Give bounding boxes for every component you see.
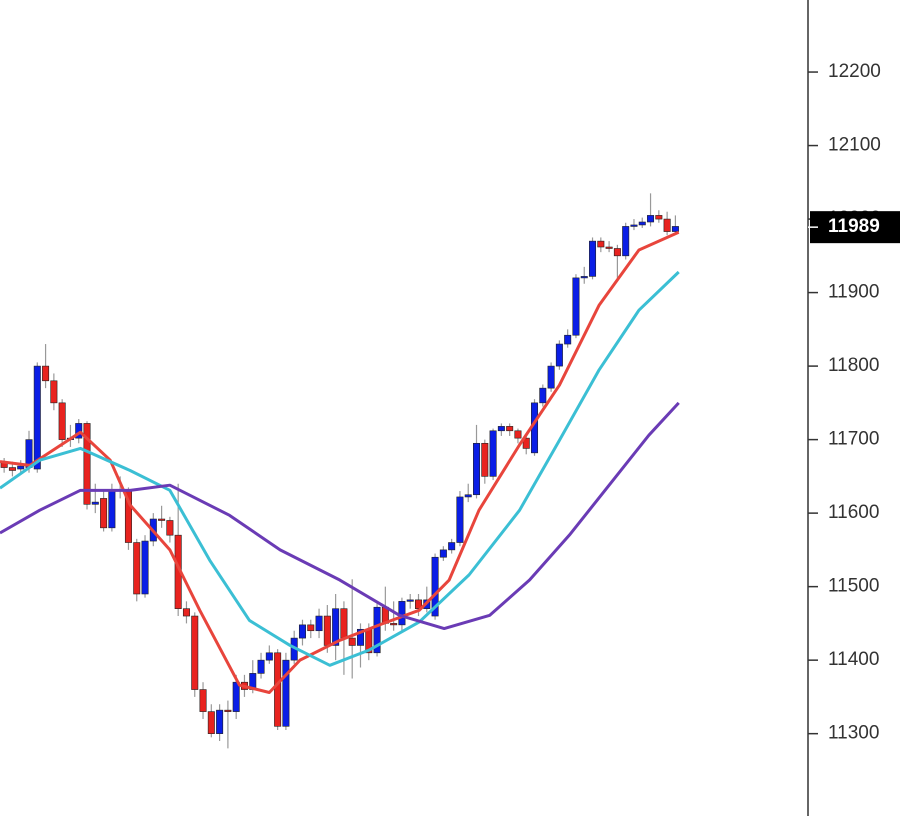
candle-body: [415, 599, 423, 609]
candle-body: [274, 652, 282, 727]
candle-body: [497, 426, 505, 432]
candle-body: [141, 540, 149, 595]
candle-body: [398, 601, 406, 626]
candle-body: [572, 277, 580, 336]
candle-body: [257, 659, 265, 674]
candle-body: [58, 402, 66, 440]
candle-body: [613, 248, 621, 257]
candle-body: [182, 608, 190, 617]
candle-body: [481, 442, 489, 477]
y-tick-label: 12100: [828, 135, 881, 156]
candle-body: [224, 709, 232, 712]
candle-body: [456, 496, 464, 543]
moving-average-line: [0, 401, 680, 631]
candle-body: [307, 624, 315, 632]
candle-body: [431, 556, 439, 617]
y-tick-label: 11400: [828, 649, 879, 670]
candle-body: [489, 430, 497, 477]
candle-body: [464, 494, 472, 498]
candle-body: [315, 615, 323, 632]
candle-body: [42, 365, 50, 382]
candle-body: [158, 518, 166, 521]
last-price-label: 11989: [828, 216, 880, 237]
candle-body: [390, 623, 398, 626]
candle-body: [671, 226, 679, 232]
candle-body: [506, 426, 514, 432]
candle-body: [406, 599, 414, 602]
candle-body: [522, 437, 530, 449]
candle-body: [50, 380, 58, 404]
candle-body: [473, 442, 481, 496]
candle-body: [647, 215, 655, 223]
candle-body: [323, 615, 331, 646]
candle-body: [282, 659, 290, 727]
candle-body: [580, 276, 588, 279]
candle-body: [439, 549, 447, 558]
candle-body: [100, 498, 108, 529]
candle-body: [133, 542, 141, 595]
candle-body: [514, 430, 522, 439]
candle-body: [340, 608, 348, 639]
candle-body: [348, 637, 356, 646]
candle-body: [622, 226, 630, 257]
candle-body: [638, 221, 646, 226]
moving-average-line: [0, 230, 680, 694]
moving-average-line: [0, 270, 680, 667]
candle-body: [589, 240, 597, 277]
candle-body: [91, 501, 99, 505]
candle-body: [207, 711, 215, 734]
candle-body: [298, 624, 306, 639]
candle-body: [199, 689, 207, 712]
candle-body: [547, 365, 555, 389]
last-price-box: [810, 211, 900, 244]
candle-body: [265, 652, 273, 661]
y-tick-label: 11300: [828, 723, 879, 744]
y-tick-label: 11600: [828, 502, 879, 523]
candle-body: [663, 218, 671, 232]
candle-body: [605, 246, 613, 249]
candle-body: [216, 709, 224, 734]
y-tick-label: 11800: [828, 355, 879, 376]
candle-body: [373, 606, 381, 654]
candle-body: [539, 387, 547, 404]
candle-body: [75, 423, 83, 439]
candle-body: [597, 240, 605, 248]
candle-body: [232, 681, 240, 712]
candle-body: [564, 334, 572, 345]
candle-body: [655, 215, 663, 220]
candle-body: [356, 628, 364, 646]
candle-body: [332, 608, 340, 646]
y-tick-label: 11500: [828, 576, 879, 597]
candle-body: [555, 343, 563, 367]
y-tick-label: 11700: [828, 429, 879, 450]
candle-body: [191, 615, 199, 690]
candle-body: [17, 465, 25, 470]
candle-body: [33, 365, 41, 470]
candle-body: [108, 490, 116, 529]
candle-body: [166, 520, 174, 536]
candle-body: [83, 423, 91, 505]
candle-body: [630, 224, 638, 227]
plot-area: [0, 193, 680, 749]
y-tick-label: 12200: [828, 61, 881, 82]
candle-body: [448, 542, 456, 551]
candle-body: [8, 467, 16, 471]
y-tick-label: 11900: [828, 282, 879, 303]
